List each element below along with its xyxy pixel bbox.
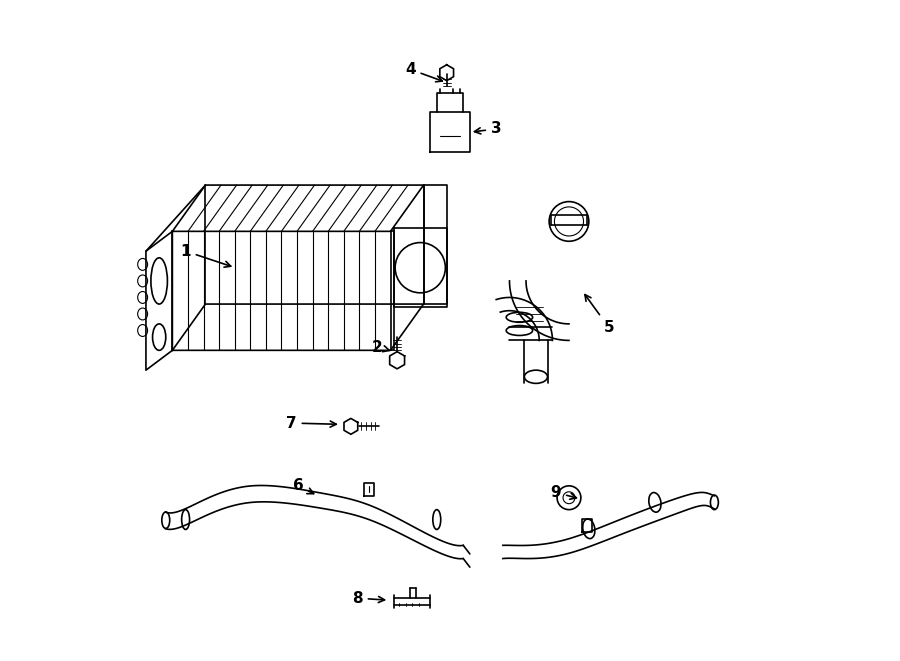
Text: 9: 9 xyxy=(551,485,576,500)
Text: 8: 8 xyxy=(352,591,384,605)
Text: 4: 4 xyxy=(405,62,442,82)
Text: 7: 7 xyxy=(286,416,337,430)
Text: 1: 1 xyxy=(180,244,230,267)
Text: 3: 3 xyxy=(474,122,501,136)
Text: 2: 2 xyxy=(372,340,390,354)
Text: 6: 6 xyxy=(292,479,313,494)
Text: 5: 5 xyxy=(585,295,614,334)
